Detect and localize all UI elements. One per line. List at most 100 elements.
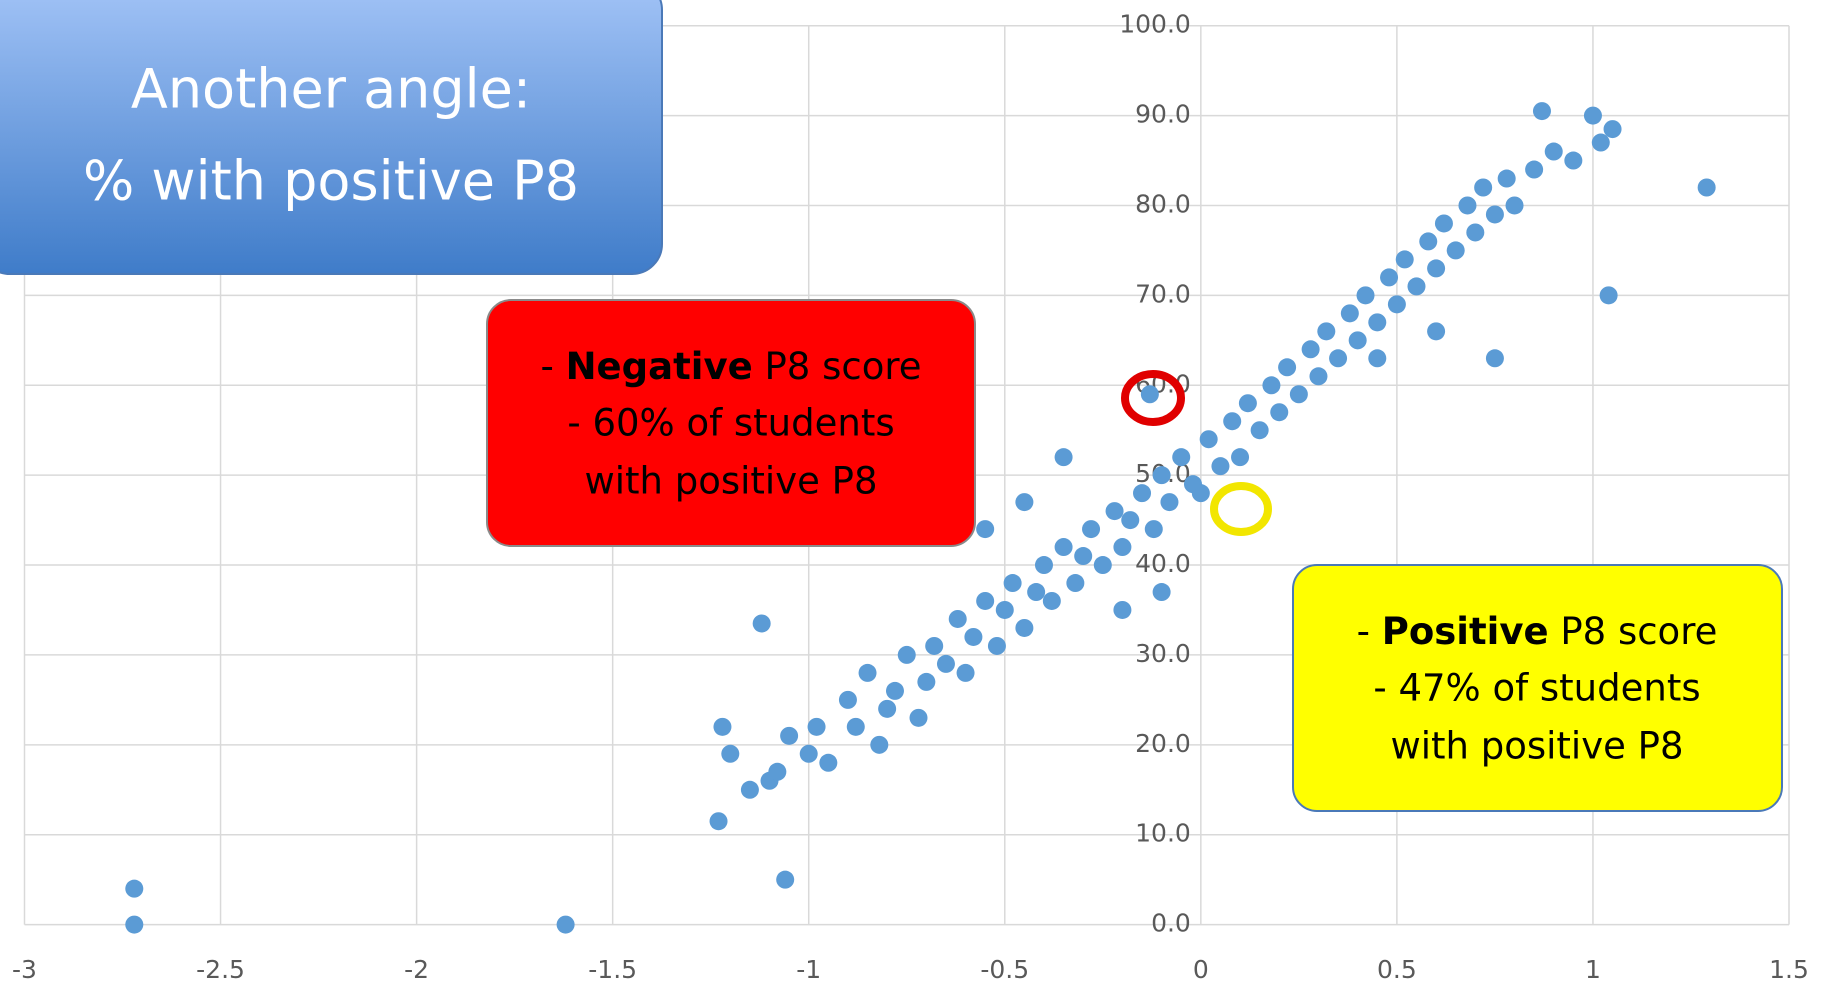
point <box>1082 520 1101 539</box>
point <box>948 609 967 628</box>
point <box>1191 484 1210 503</box>
point <box>1231 448 1250 467</box>
bold-text: Negative <box>566 345 753 388</box>
point <box>1458 196 1477 215</box>
point <box>1140 385 1159 404</box>
callout-line: with positive P8 <box>584 460 877 503</box>
point <box>1356 286 1375 305</box>
x-tick-label: 0.5 <box>1377 955 1417 982</box>
point <box>858 663 877 682</box>
y-tick-label: 10.0 <box>1135 819 1191 848</box>
point <box>1446 241 1465 260</box>
point <box>1434 214 1453 233</box>
y-tick-label: 0.0 <box>1151 909 1191 938</box>
point <box>870 735 889 754</box>
y-tick-label: 20.0 <box>1135 729 1191 758</box>
y-tick-label: 40.0 <box>1135 549 1191 578</box>
point <box>709 812 728 831</box>
point <box>909 708 928 727</box>
point <box>1544 142 1563 161</box>
point <box>780 726 799 745</box>
x-tick-label: -2 <box>404 955 429 982</box>
y-tick-label: 30.0 <box>1135 639 1191 668</box>
point <box>125 879 144 898</box>
y-tick-label: 100.0 <box>1119 10 1191 39</box>
point <box>1054 538 1073 557</box>
point <box>1564 151 1583 170</box>
point <box>878 699 897 718</box>
point <box>1054 448 1073 467</box>
point <box>1015 493 1034 512</box>
point <box>752 614 771 633</box>
y-tick-label: 90.0 <box>1135 100 1191 129</box>
point <box>846 717 865 736</box>
title-box: Another angle: % with positive P8 <box>0 0 663 275</box>
point <box>1427 259 1446 278</box>
highlight-ring <box>1121 370 1185 426</box>
point <box>956 663 975 682</box>
x-tick-label: -1.5 <box>588 955 637 982</box>
point <box>1027 583 1046 602</box>
point <box>1387 295 1406 314</box>
point <box>1199 430 1218 449</box>
point <box>768 762 787 781</box>
point <box>1583 106 1602 125</box>
point <box>556 915 575 934</box>
point <box>1262 376 1281 395</box>
callout-line: - Negative P8 score <box>540 345 921 388</box>
point <box>1368 313 1387 332</box>
point <box>1497 169 1516 188</box>
point <box>1525 160 1544 179</box>
title-box-bg <box>0 0 663 275</box>
point <box>1317 322 1336 341</box>
point <box>1270 403 1289 422</box>
highlight-ring <box>1210 482 1272 536</box>
point <box>1121 511 1140 530</box>
title-line: % with positive P8 <box>83 150 579 213</box>
point <box>1278 358 1297 377</box>
point <box>799 744 818 763</box>
point <box>964 627 983 646</box>
point <box>897 645 916 664</box>
callout-positive: - Positive P8 score - 47% of students wi… <box>1292 564 1783 812</box>
point <box>1505 196 1524 215</box>
point <box>1395 250 1414 269</box>
highlight-rings <box>1121 370 1272 536</box>
point <box>1015 618 1034 637</box>
point <box>885 681 904 700</box>
point <box>740 780 759 799</box>
point <box>1105 502 1124 521</box>
point <box>1419 232 1438 251</box>
point <box>1113 538 1132 557</box>
callout-line: - 60% of students <box>567 402 894 445</box>
callout-line: - 47% of students <box>1373 667 1700 710</box>
x-tick-label: 1.5 <box>1769 955 1809 982</box>
point <box>1113 600 1132 619</box>
point <box>1340 304 1359 323</box>
point <box>1309 367 1328 386</box>
point <box>1093 556 1112 575</box>
point <box>1591 133 1610 152</box>
point <box>1238 394 1257 413</box>
point <box>1380 268 1399 287</box>
x-tick-label: -1 <box>796 955 821 982</box>
title-line: Another angle: <box>131 58 531 121</box>
point <box>1223 412 1242 431</box>
point <box>925 636 944 655</box>
point <box>776 870 795 889</box>
point <box>1532 102 1551 121</box>
point <box>838 690 857 709</box>
point <box>1152 466 1171 485</box>
point <box>1250 421 1269 440</box>
point <box>807 717 826 736</box>
callout-negative: - Negative P8 score - 60% of students wi… <box>486 299 976 547</box>
point <box>1603 120 1622 139</box>
x-tick-label: -3 <box>12 955 37 982</box>
point <box>713 717 732 736</box>
point <box>1034 556 1053 575</box>
callout-line: - Positive P8 score <box>1357 610 1718 653</box>
y-tick-label: 70.0 <box>1135 279 1191 308</box>
point <box>721 744 740 763</box>
point <box>1152 583 1171 602</box>
